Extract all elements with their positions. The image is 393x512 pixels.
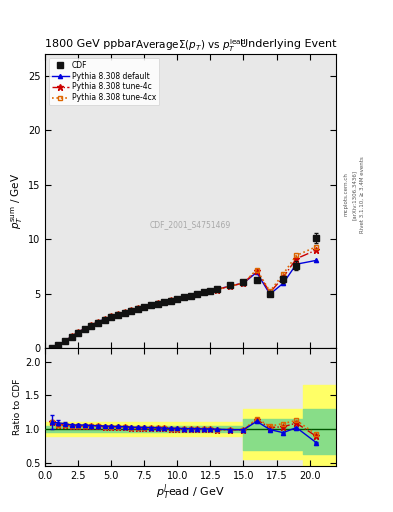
Legend: CDF, Pythia 8.308 default, Pythia 8.308 tune-4c, Pythia 8.308 tune-4cx: CDF, Pythia 8.308 default, Pythia 8.308 …: [49, 57, 159, 105]
Text: Rivet 3.1.10, ≥ 3.4M events: Rivet 3.1.10, ≥ 3.4M events: [360, 156, 365, 233]
Text: mcplots.cern.ch: mcplots.cern.ch: [344, 173, 349, 217]
Y-axis label: $p_T^\mathsf{sum}$ / GeV: $p_T^\mathsf{sum}$ / GeV: [10, 173, 25, 229]
Y-axis label: Ratio to CDF: Ratio to CDF: [13, 379, 22, 435]
Text: 1800 GeV ppbar: 1800 GeV ppbar: [45, 38, 136, 49]
X-axis label: $p_T^{l}$ead / GeV: $p_T^{l}$ead / GeV: [156, 482, 225, 502]
Text: [arXiv:1306.3436]: [arXiv:1306.3436]: [352, 169, 357, 220]
Text: Underlying Event: Underlying Event: [239, 38, 336, 49]
Title: Average$\Sigma(p_T)$ vs $p_T^\mathrm{lead}$: Average$\Sigma(p_T)$ vs $p_T^\mathrm{lea…: [135, 37, 246, 54]
Text: CDF_2001_S4751469: CDF_2001_S4751469: [150, 220, 231, 229]
